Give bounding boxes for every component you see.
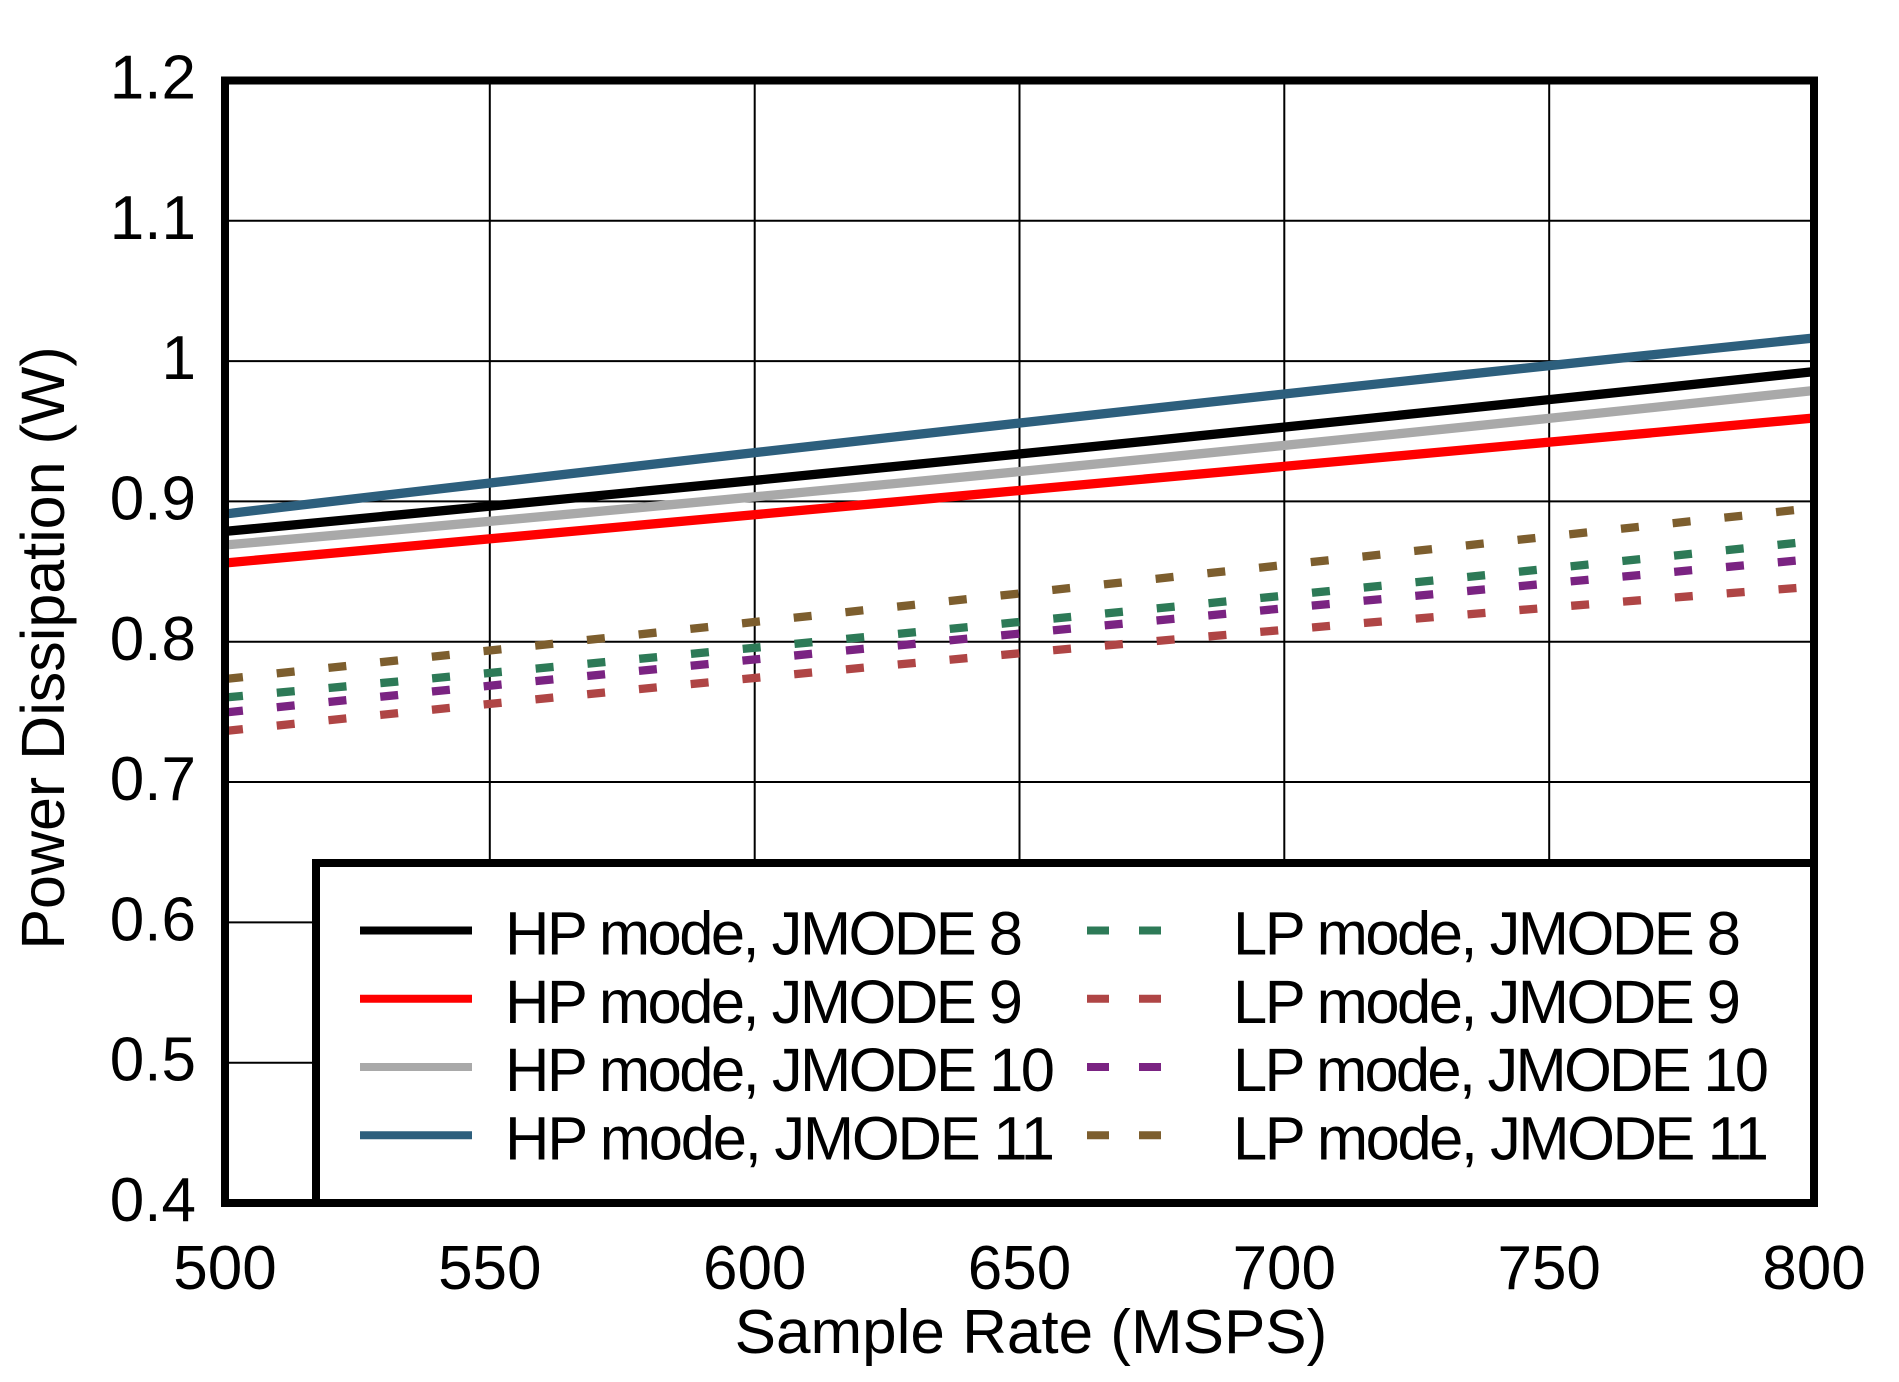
svg-text:0.6: 0.6 <box>110 885 196 954</box>
svg-text:600: 600 <box>703 1234 806 1303</box>
svg-text:LP mode, JMODE 10: LP mode, JMODE 10 <box>1233 1036 1769 1105</box>
svg-text:0.7: 0.7 <box>110 745 196 814</box>
svg-text:700: 700 <box>1233 1234 1336 1303</box>
svg-text:750: 750 <box>1497 1234 1600 1303</box>
svg-text:1.2: 1.2 <box>110 44 196 113</box>
svg-text:0.4: 0.4 <box>110 1166 196 1235</box>
svg-text:1.1: 1.1 <box>110 184 196 253</box>
svg-text:HP mode, JMODE 10: HP mode, JMODE 10 <box>505 1036 1055 1105</box>
svg-text:1: 1 <box>162 324 196 393</box>
svg-text:HP mode, JMODE 8: HP mode, JMODE 8 <box>505 900 1023 969</box>
svg-text:650: 650 <box>968 1234 1071 1303</box>
svg-text:HP mode, JMODE 11: HP mode, JMODE 11 <box>505 1104 1055 1173</box>
svg-text:LP mode, JMODE 11: LP mode, JMODE 11 <box>1233 1104 1769 1173</box>
svg-text:HP mode, JMODE 9: HP mode, JMODE 9 <box>505 968 1023 1037</box>
svg-text:Sample Rate (MSPS): Sample Rate (MSPS) <box>735 1298 1328 1367</box>
svg-text:LP mode, JMODE 8: LP mode, JMODE 8 <box>1233 900 1741 969</box>
svg-text:550: 550 <box>438 1234 541 1303</box>
svg-text:800: 800 <box>1762 1234 1865 1303</box>
svg-text:0.8: 0.8 <box>110 605 196 674</box>
svg-text:0.5: 0.5 <box>110 1026 196 1095</box>
svg-text:500: 500 <box>173 1234 276 1303</box>
svg-text:LP mode, JMODE 9: LP mode, JMODE 9 <box>1233 968 1741 1037</box>
svg-text:0.9: 0.9 <box>110 464 196 533</box>
svg-text:Power Dissipation (W): Power Dissipation (W) <box>9 346 77 949</box>
